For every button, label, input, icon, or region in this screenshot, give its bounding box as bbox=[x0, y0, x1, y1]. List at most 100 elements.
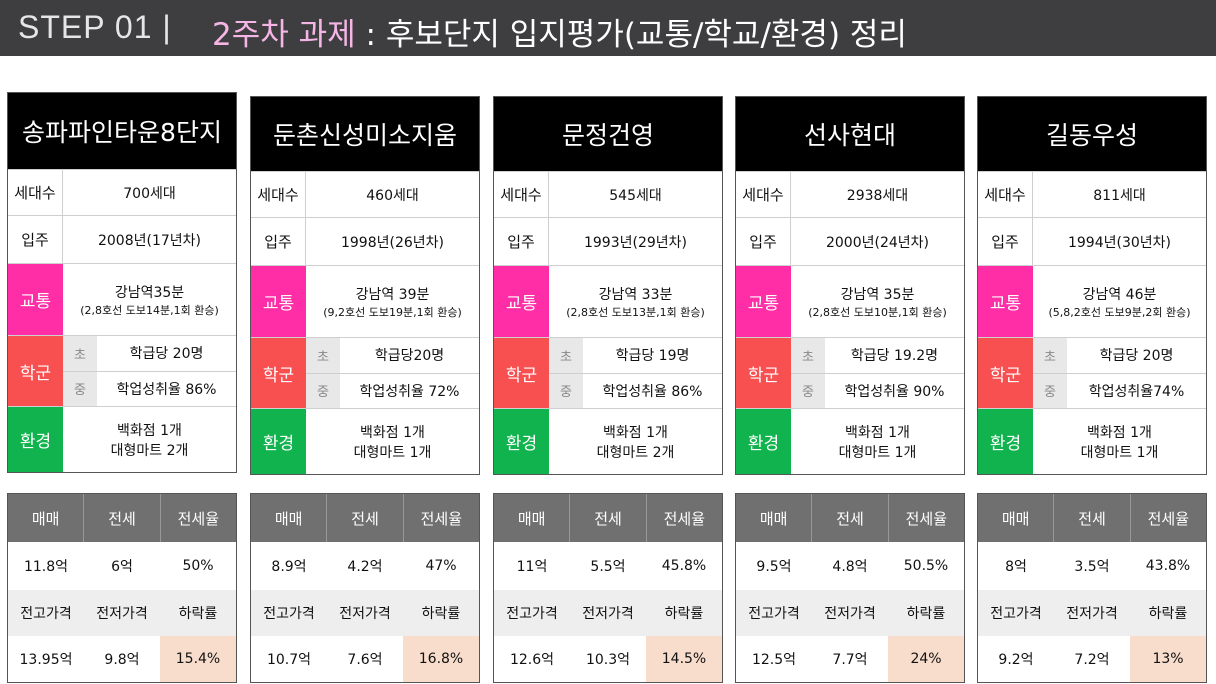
transport-sub: (9,2호선 도보19분,1회 환승) bbox=[323, 305, 462, 319]
transport-sub: (2,8호선 도보10분,1회 환승) bbox=[808, 305, 947, 319]
jeonse-header: 전세 bbox=[84, 494, 161, 542]
complex-card: 둔촌신성미소지움 세대수 460세대 입주 1998년(26년차) 교통 강남역… bbox=[250, 96, 480, 475]
jeonse-value: 5.5억 bbox=[590, 559, 626, 575]
history-value-row: 13.95억 9.8억 15.4% bbox=[8, 636, 236, 682]
transport-label: 교통 bbox=[978, 266, 1033, 337]
high-price-label: 전고가격 bbox=[251, 590, 327, 636]
low-price-label: 전저가격 bbox=[327, 590, 403, 636]
environment-label: 환경 bbox=[251, 409, 306, 474]
environment-dept-store: 백화점 1개 bbox=[117, 422, 182, 439]
elementary-label: 초 bbox=[306, 338, 340, 373]
movein-value: 1994년(30년차) bbox=[1067, 234, 1171, 251]
elementary-value: 학급당 20명 bbox=[129, 346, 204, 363]
middle-label: 중 bbox=[306, 373, 340, 408]
environment-mart: 대형마트 1개 bbox=[838, 444, 917, 461]
price-header-row: 매매 전세 전세율 bbox=[978, 494, 1206, 542]
middle-row: 중 학업성취율 72% bbox=[306, 372, 479, 408]
environment-mart: 대형마트 2개 bbox=[596, 444, 675, 461]
drop-rate-label: 하락률 bbox=[403, 590, 479, 636]
households-label: 세대수 bbox=[736, 172, 791, 217]
middle-value: 학업성취율 86% bbox=[602, 383, 703, 400]
price-header-row: 매매 전세 전세율 bbox=[736, 494, 964, 542]
low-price-value: 7.6억 bbox=[347, 652, 383, 668]
environment-row: 환경 백화점 1개 대형마트 2개 bbox=[494, 408, 722, 474]
school-label: 학군 bbox=[736, 338, 791, 408]
movein-label: 입주 bbox=[8, 216, 63, 263]
school-row: 학군 초 학급당 19.2명 중 학업성취율 90% bbox=[736, 337, 964, 408]
jeonse-ratio-header: 전세율 bbox=[888, 494, 964, 542]
price-table: 매매 전세 전세율 8.9억 4.2억 47% 전고가격 전저가격 하락률 10… bbox=[250, 493, 480, 683]
transport-value: 강남역35분 (2,8호선 도보14분,1회 환승) bbox=[63, 264, 236, 335]
drop-rate-value: 16.8% bbox=[403, 636, 479, 682]
sale-header: 매매 bbox=[494, 494, 571, 542]
transport-sub: (5,8,2호선 도보9분,2회 환승) bbox=[1048, 305, 1191, 319]
elementary-value: 학급당 19.2명 bbox=[850, 348, 939, 365]
households-row: 세대수 545세대 bbox=[494, 171, 722, 217]
middle-value: 학업성취율 90% bbox=[844, 383, 945, 400]
price-table: 매매 전세 전세율 9.5억 4.8억 50.5% 전고가격 전저가격 하락률 … bbox=[735, 493, 965, 683]
movein-row: 입주 1998년(26년차) bbox=[251, 217, 479, 265]
environment-mart: 대형마트 1개 bbox=[1080, 444, 1159, 461]
environment-row: 환경 백화점 1개 대형마트 1개 bbox=[251, 408, 479, 474]
school-label: 학군 bbox=[251, 338, 306, 408]
elementary-label: 초 bbox=[63, 336, 97, 371]
environment-label: 환경 bbox=[978, 409, 1033, 474]
jeonse-ratio-header: 전세율 bbox=[646, 494, 722, 542]
environment-value: 백화점 1개 대형마트 2개 bbox=[63, 407, 236, 472]
jeonse-ratio-value: 50.5% bbox=[903, 558, 949, 574]
jeonse-header: 전세 bbox=[570, 494, 647, 542]
households-row: 세대수 700세대 bbox=[8, 169, 236, 215]
movein-row: 입주 1994년(30년차) bbox=[978, 217, 1206, 265]
transport-main: 강남역35분 bbox=[114, 284, 185, 301]
complex-card: 길동우성 세대수 811세대 입주 1994년(30년차) 교통 강남역 46분… bbox=[977, 96, 1207, 475]
high-price-value: 10.7억 bbox=[266, 652, 312, 668]
complex-name: 문정건영 bbox=[494, 97, 722, 171]
movein-value: 2008년(17년차) bbox=[97, 232, 201, 249]
high-price-label: 전고가격 bbox=[494, 590, 570, 636]
elementary-value: 학급당 20명 bbox=[1099, 348, 1174, 365]
households-value: 811세대 bbox=[1093, 187, 1146, 204]
transport-row: 교통 강남역 33분 (2,8호선 도보13분,1회 환승) bbox=[494, 265, 722, 337]
low-price-value: 10.3억 bbox=[585, 652, 631, 668]
movein-label: 입주 bbox=[736, 218, 791, 265]
price-table: 매매 전세 전세율 8억 3.5억 43.8% 전고가격 전저가격 하락률 9.… bbox=[977, 493, 1207, 683]
middle-value: 학업성취율74% bbox=[1088, 383, 1185, 400]
middle-row: 중 학업성취율 90% bbox=[791, 372, 964, 408]
households-value: 700세대 bbox=[123, 185, 176, 202]
middle-label: 중 bbox=[549, 373, 583, 408]
sale-value: 11억 bbox=[516, 559, 548, 575]
jeonse-ratio-header: 전세율 bbox=[403, 494, 479, 542]
jeonse-ratio-value: 50% bbox=[182, 558, 214, 574]
complex-name: 둔촌신성미소지움 bbox=[251, 97, 479, 171]
high-price-value: 9.2억 bbox=[998, 652, 1034, 668]
history-header-row: 전고가격 전저가격 하락률 bbox=[736, 590, 964, 636]
elementary-row: 초 학급당 19.2명 bbox=[791, 338, 964, 373]
price-header-row: 매매 전세 전세율 bbox=[8, 494, 236, 542]
title-rest: : 후보단지 입지평가(교통/학교/환경) 정리 bbox=[355, 17, 907, 53]
high-price-value: 12.6억 bbox=[509, 652, 555, 668]
drop-rate-label: 하락률 bbox=[1130, 590, 1206, 636]
middle-value: 학업성취율 86% bbox=[116, 381, 217, 398]
history-header-row: 전고가격 전저가격 하락률 bbox=[978, 590, 1206, 636]
low-price-value: 9.8억 bbox=[104, 652, 140, 668]
movein-value: 1993년(29년차) bbox=[583, 234, 687, 251]
elementary-value: 학급당20명 bbox=[374, 348, 445, 365]
households-label: 세대수 bbox=[251, 172, 306, 217]
middle-label: 중 bbox=[1033, 373, 1067, 408]
movein-row: 입주 1993년(29년차) bbox=[494, 217, 722, 265]
jeonse-value: 4.8억 bbox=[832, 559, 868, 575]
environment-value: 백화점 1개 대형마트 2개 bbox=[549, 409, 722, 474]
jeonse-value: 6억 bbox=[111, 559, 133, 575]
environment-label: 환경 bbox=[736, 409, 791, 474]
sale-value: 11.8억 bbox=[23, 559, 69, 575]
environment-value: 백화점 1개 대형마트 1개 bbox=[791, 409, 964, 474]
history-value-row: 12.6억 10.3억 14.5% bbox=[494, 636, 722, 682]
transport-main: 강남역 46분 bbox=[1082, 286, 1157, 303]
movein-row: 입주 2000년(24년차) bbox=[736, 217, 964, 265]
environment-label: 환경 bbox=[8, 407, 63, 472]
sale-header: 매매 bbox=[251, 494, 328, 542]
price-value-row: 8억 3.5억 43.8% bbox=[978, 542, 1206, 590]
history-header-row: 전고가격 전저가격 하락률 bbox=[494, 590, 722, 636]
jeonse-header: 전세 bbox=[812, 494, 889, 542]
transport-row: 교통 강남역35분 (2,8호선 도보14분,1회 환승) bbox=[8, 263, 236, 335]
